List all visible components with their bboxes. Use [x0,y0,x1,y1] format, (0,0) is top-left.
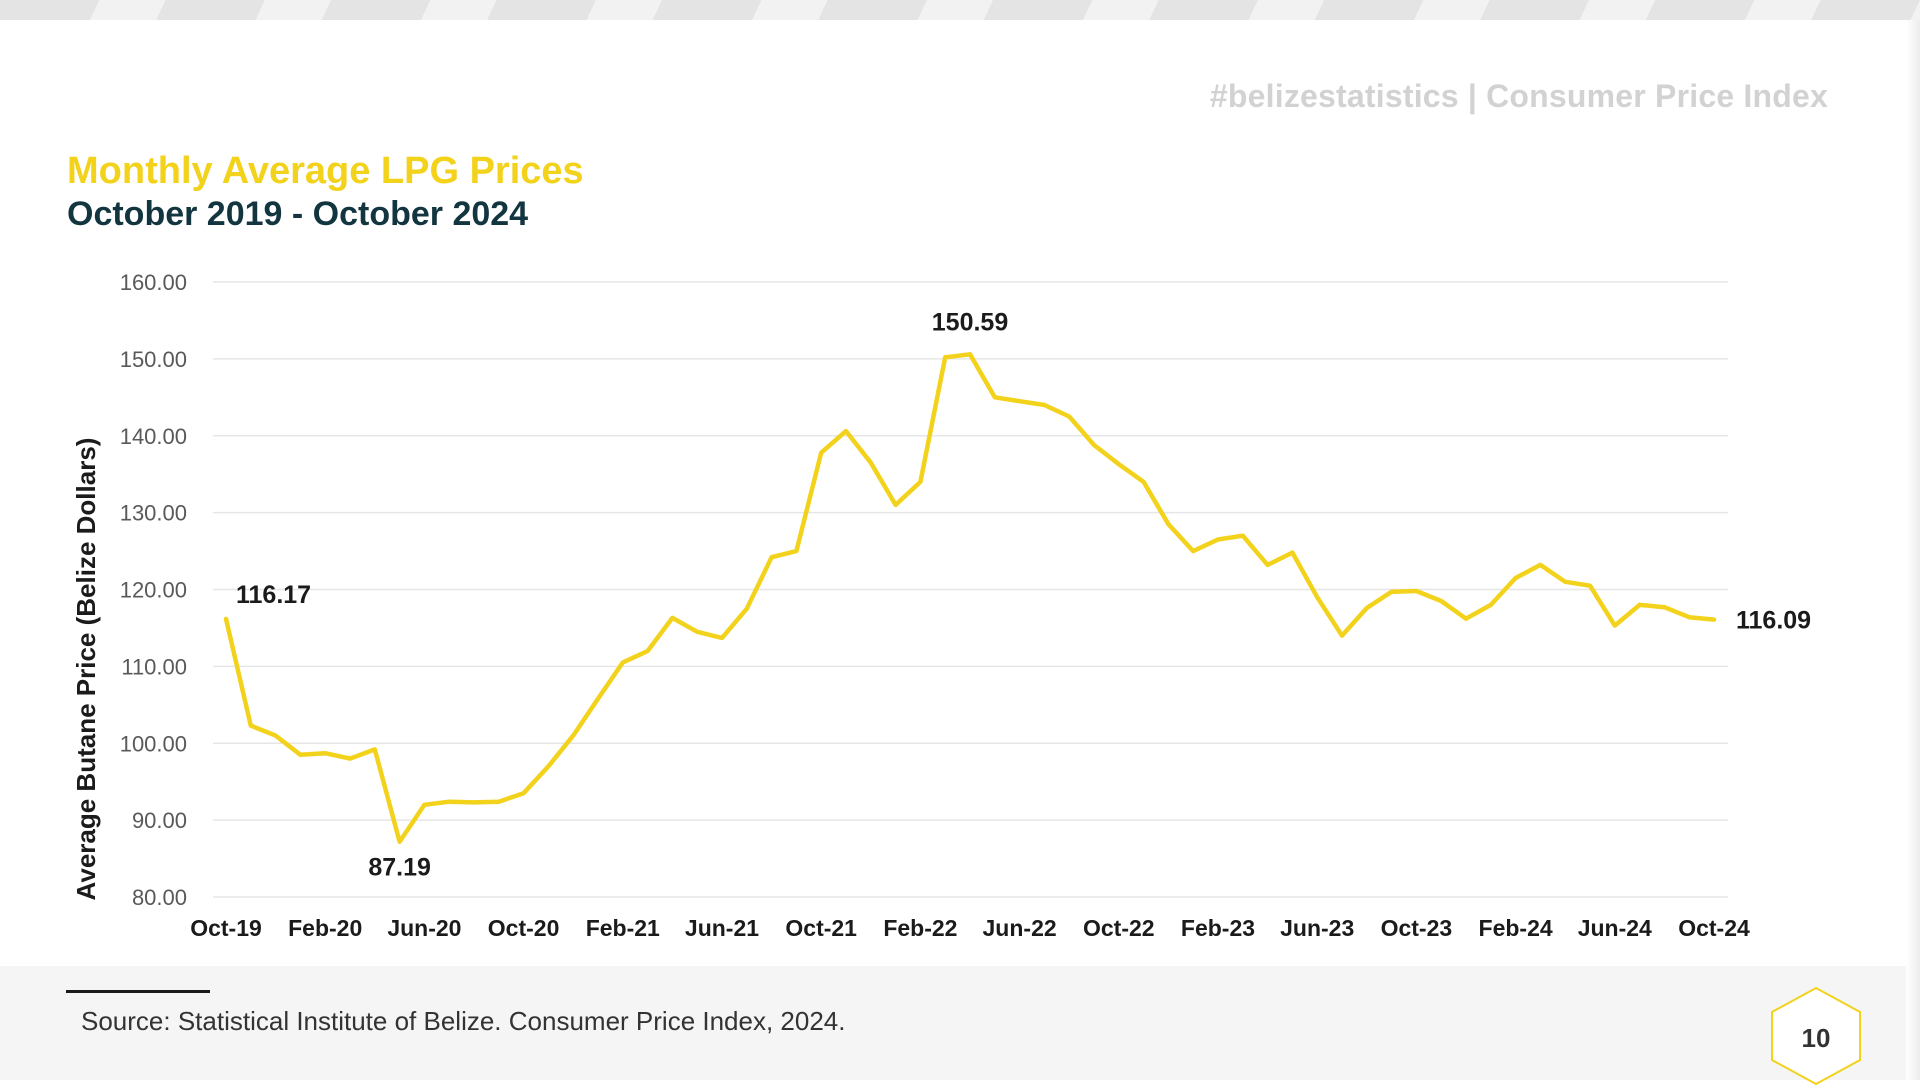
x-tick-label: Oct-19 [190,915,262,941]
y-tick-label: 90.00 [132,808,187,833]
y-tick-label: 100.00 [120,731,187,756]
x-tick-label: Oct-20 [488,915,560,941]
chart-subtitle: October 2019 - October 2024 [67,195,529,233]
y-tick-label: 110.00 [121,654,187,679]
y-tick-label: 80.00 [132,885,187,910]
x-tick-label: Oct-22 [1083,915,1155,941]
x-tick-label: Feb-20 [288,915,362,941]
x-tick-label: Jun-24 [1578,915,1652,941]
series-line [223,352,1717,844]
data-label: 87.19 [368,854,431,882]
x-tick-label: Oct-21 [785,915,857,941]
y-tick-label: 140.00 [120,424,187,449]
top-decorative-band [0,0,1920,20]
x-tick-label: Feb-22 [883,915,957,941]
x-tick-label: Jun-21 [685,915,759,941]
x-tick-label: Jun-20 [387,915,461,941]
footer-band [0,966,1906,1080]
right-edge-strip [1906,20,1920,1080]
y-axis-ticks: 80.00 90.00 100.00 110.00 120.00 130.00 140.00… [120,270,187,910]
header-hashtag: #belizestatistics | Consumer Price Index [1209,78,1828,114]
y-tick-label: 150.00 [120,347,187,372]
y-tick-label: 160.00 [120,270,187,295]
x-tick-label: Jun-22 [983,915,1057,941]
data-label: 116.17 [236,581,311,609]
x-tick-label: Oct-24 [1678,915,1750,941]
line-chart: 80.00 90.00 100.00 110.00 120.00 130.00 140.00… [71,270,1811,941]
page-number: 10 [1801,1023,1831,1053]
x-tick-label: Jun-23 [1280,915,1354,941]
x-tick-label: Feb-23 [1181,915,1255,941]
chart-title: Monthly Average LPG Prices [67,150,584,192]
data-label: 116.09 [1736,607,1811,635]
x-axis-ticks: Oct-19 Feb-20 Jun-20 Oct-20 Feb-21 Jun-21 Oct-… [190,915,1750,941]
data-label: 150.59 [932,308,1008,336]
x-tick-label: Feb-21 [586,915,660,941]
y-tick-label: 120.00 [120,578,187,603]
chart-gridlines [213,281,1728,898]
y-tick-label: 130.00 [120,501,187,526]
footer-rule [66,990,210,993]
series-plot [223,352,1717,844]
y-axis-label: Average Butane Price (Belize Dollars) [71,438,101,901]
data-annotations: 116.17 87.19 150.59 116.09 [236,308,1811,881]
x-tick-label: Oct-23 [1381,915,1453,941]
x-tick-label: Feb-24 [1479,915,1553,941]
source-note: Source: Statistical Institute of Belize.… [81,1006,846,1036]
